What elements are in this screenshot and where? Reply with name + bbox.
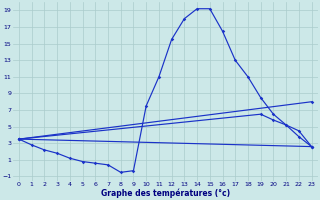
X-axis label: Graphe des températures (°c): Graphe des températures (°c): [101, 188, 230, 198]
